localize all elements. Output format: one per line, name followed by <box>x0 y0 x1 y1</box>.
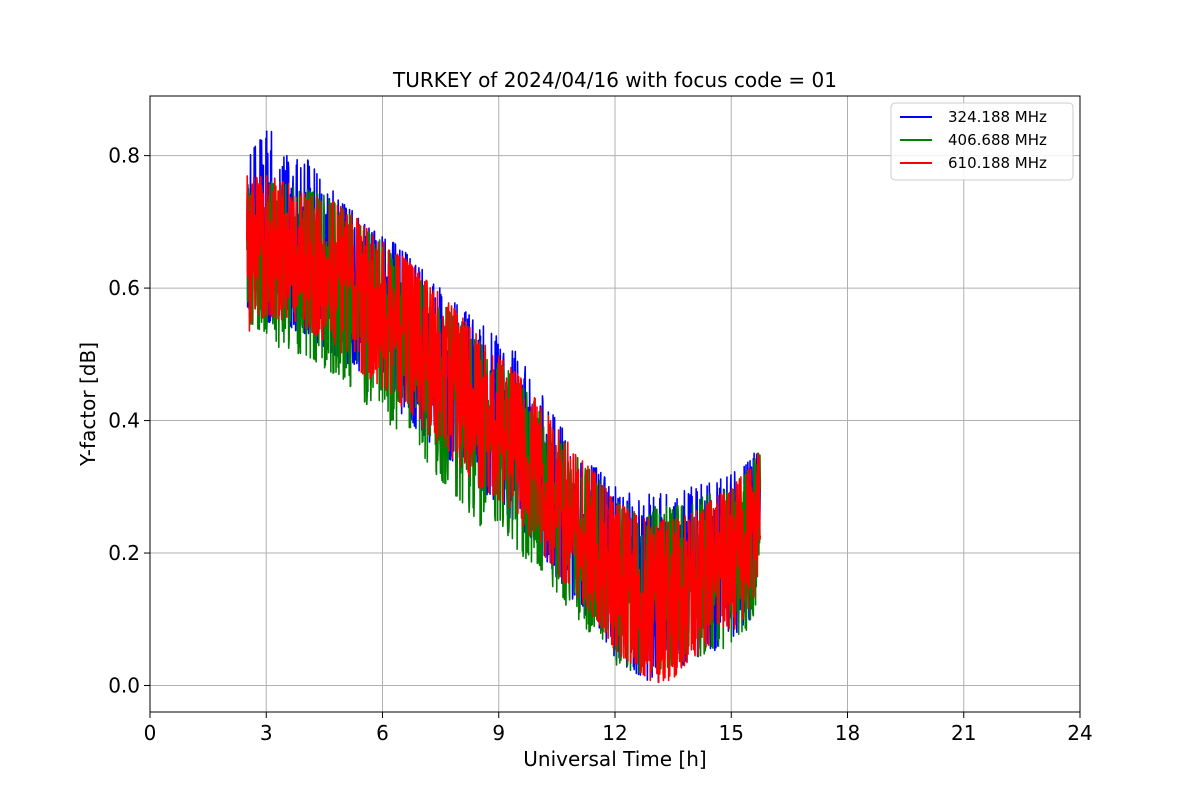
x-tick-label: 0 <box>144 721 157 745</box>
legend-label-610: 610.188 MHz <box>948 154 1047 172</box>
y-tick-label: 0.6 <box>108 276 140 300</box>
y-axis-label: Y-factor [dB] <box>76 342 100 467</box>
y-tick-label: 0.0 <box>108 674 140 698</box>
legend-label-324: 324.188 MHz <box>948 108 1047 126</box>
x-tick-label: 15 <box>719 721 744 745</box>
x-tick-label: 3 <box>260 721 273 745</box>
x-tick-label: 24 <box>1067 721 1092 745</box>
legend-box <box>890 102 1074 181</box>
plot-series <box>246 130 762 684</box>
series-line-610 <box>246 174 762 684</box>
x-tick-label: 6 <box>376 721 389 745</box>
axis-ticks: 0 3 6 9 12 15 18 21 24 0.0 0.2 0.4 0.6 0.8 <box>108 144 1093 745</box>
legend: 324.188 MHz 406.688 MHz 610.188 MHz <box>890 102 1074 181</box>
x-tick-label: 21 <box>951 721 976 745</box>
legend-label-406: 406.688 MHz <box>948 131 1047 149</box>
x-tick-label: 18 <box>835 721 860 745</box>
y-tick-label: 0.2 <box>108 541 140 565</box>
x-tick-label: 12 <box>602 721 627 745</box>
chart-title: TURKEY of 2024/04/16 with focus code = 0… <box>392 68 837 92</box>
y-tick-label: 0.8 <box>108 144 140 168</box>
y-tick-label: 0.4 <box>108 409 140 433</box>
x-tick-label: 9 <box>492 721 505 745</box>
x-axis-label: Universal Time [h] <box>523 747 706 771</box>
